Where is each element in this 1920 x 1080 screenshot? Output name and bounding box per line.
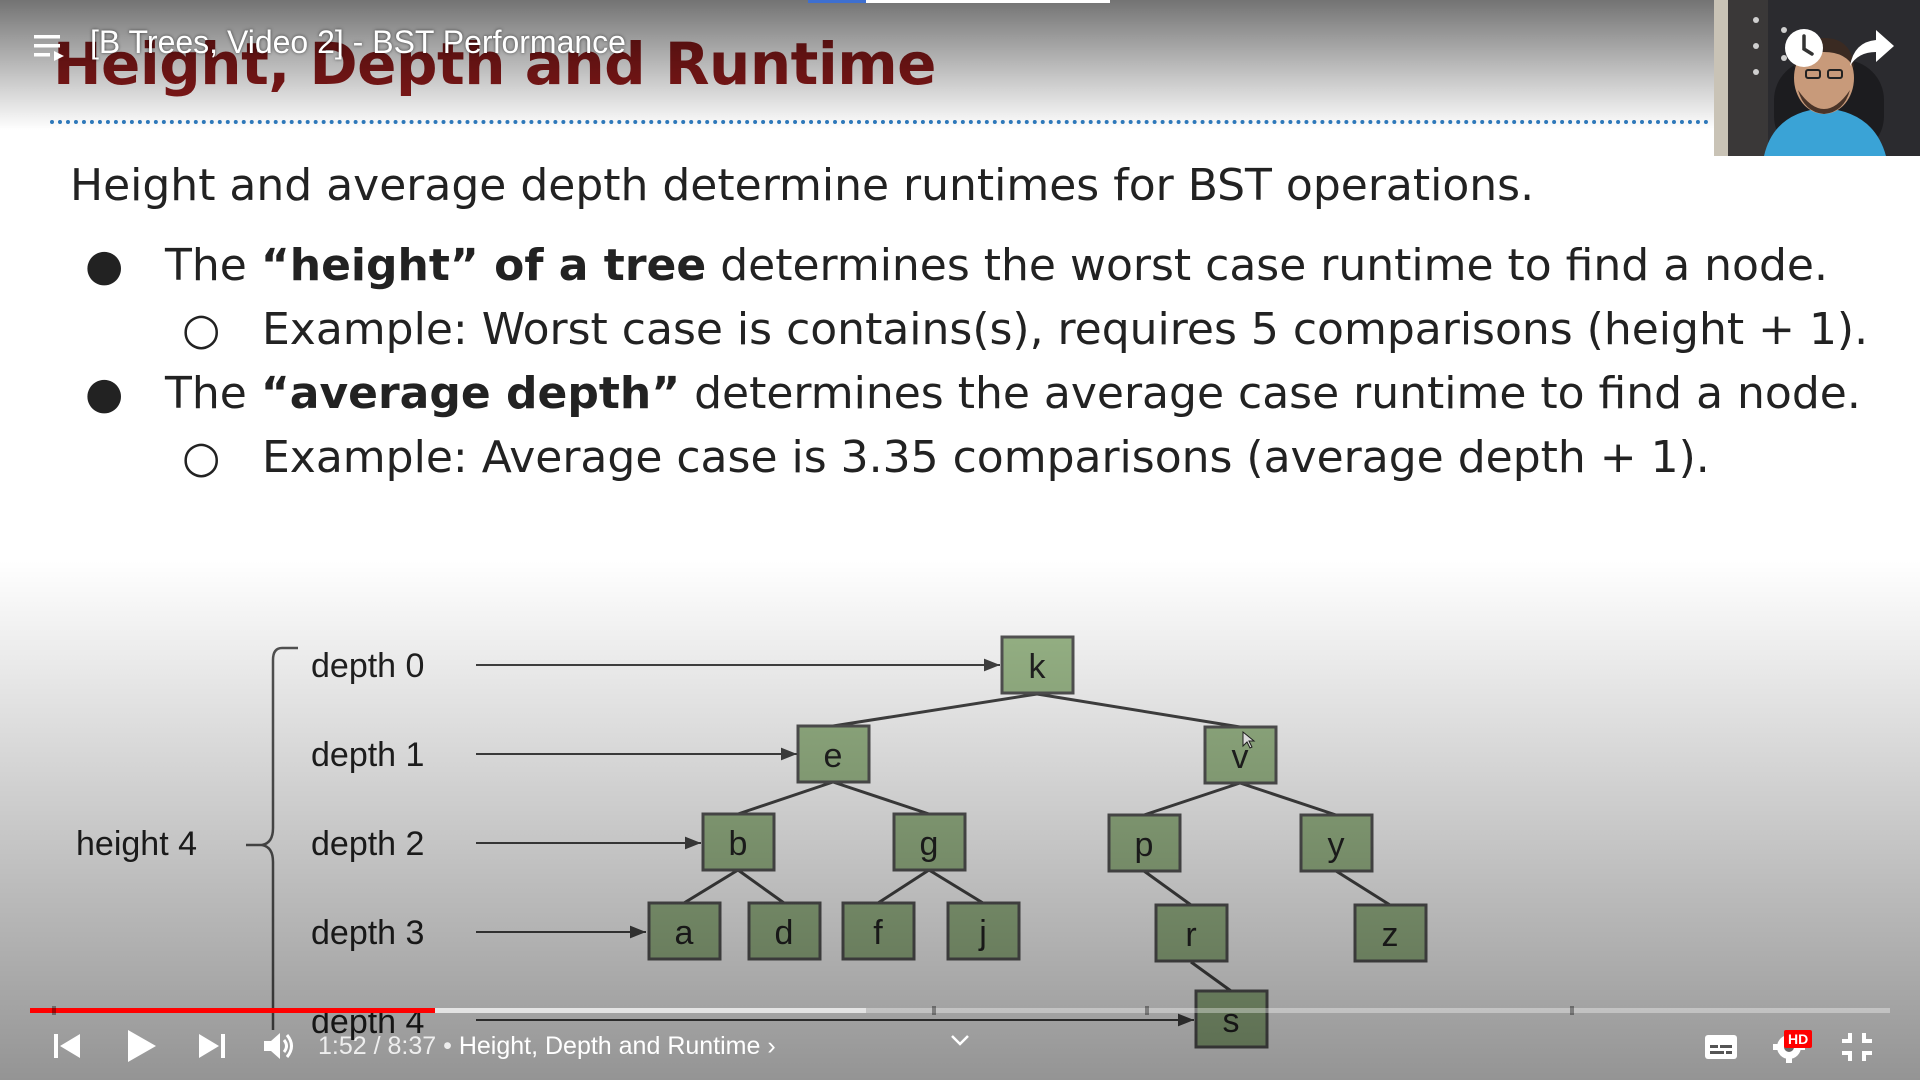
duration: 8:37: [387, 1032, 437, 1060]
chapter-divider: [1145, 1006, 1149, 1015]
subtitles-icon[interactable]: [1704, 1032, 1738, 1062]
tree-node: f: [841, 901, 916, 961]
sub-bullet-marker: ○: [182, 432, 221, 483]
previous-icon[interactable]: [52, 1032, 82, 1060]
tree-node: y: [1299, 813, 1374, 873]
mouse-cursor-icon: [1242, 730, 1256, 749]
tree-node-label: r: [1185, 916, 1196, 954]
bullet-height: The “height” of a tree determines the wo…: [165, 240, 1828, 291]
tree-edge: [832, 692, 1038, 728]
bullet-text: determines the average case runtime to f…: [680, 368, 1861, 419]
chapter-divider: [932, 1006, 936, 1015]
current-time: 1:52: [318, 1032, 367, 1060]
tree-node-label: k: [1029, 648, 1047, 686]
tree-node-label: g: [920, 825, 939, 863]
tree-edge: [1239, 781, 1337, 817]
tree-edge: [1335, 869, 1391, 907]
watch-later-icon[interactable]: [1782, 26, 1826, 70]
exit-fullscreen-icon[interactable]: [1840, 1031, 1874, 1063]
bullet-text: The: [165, 368, 261, 419]
tree-node: e: [796, 724, 871, 784]
tree-nodes: k e v b g p y a d f j r z s: [647, 635, 1428, 1049]
tree-edge: [1036, 692, 1241, 729]
tree-edge: [683, 868, 739, 905]
tree-node-label: a: [675, 914, 694, 952]
next-icon[interactable]: [197, 1032, 227, 1060]
tree-node: j: [946, 901, 1021, 961]
progress-buffered: [30, 1008, 866, 1013]
sub-bullet-height-example: Example: Worst case is contains(s), requ…: [262, 304, 1869, 355]
bullet-marker: ●: [85, 368, 124, 419]
tree-edge: [1143, 781, 1241, 817]
bullet-bold-text: “average depth”: [260, 368, 681, 419]
tree-node-label: y: [1328, 826, 1345, 864]
tree-node-label: s: [1223, 1002, 1240, 1040]
depth-label: depth 1: [311, 736, 424, 774]
tree-edges: [683, 692, 1391, 993]
tree-node: p: [1107, 813, 1182, 873]
depth-label: depth 0: [311, 647, 424, 685]
tree-edge: [1143, 869, 1192, 907]
video-title[interactable]: [B Trees, Video 2] - BST Performance: [90, 24, 626, 60]
tree-edge: [1190, 960, 1232, 993]
top-loading-segment: [808, 0, 866, 3]
play-icon[interactable]: [124, 1028, 158, 1064]
tree-node-label: d: [775, 914, 794, 952]
tree-node-label: p: [1135, 826, 1154, 864]
time-separator: /: [366, 1032, 388, 1060]
height-brace: [261, 646, 298, 1030]
bullet-marker: ●: [85, 240, 124, 291]
tree-node-label: e: [824, 737, 843, 775]
top-loading-bar: [808, 0, 1110, 3]
tree-edge: [737, 868, 785, 905]
tree-edge: [928, 868, 984, 905]
tree-node: r: [1154, 903, 1229, 963]
sub-bullet-marker: ○: [182, 304, 221, 355]
hd-badge: HD: [1784, 1030, 1813, 1048]
tree-node: d: [747, 901, 822, 961]
volume-icon[interactable]: [262, 1030, 298, 1062]
playlist-icon[interactable]: [34, 32, 66, 62]
tree-node: s: [1194, 989, 1269, 1049]
tree-node: b: [701, 812, 776, 872]
tree-node: a: [647, 901, 722, 961]
height-label: height 4: [76, 825, 197, 863]
tree-edge: [737, 780, 834, 816]
chapter-separator: •: [436, 1032, 459, 1060]
chapter-chevron-icon[interactable]: ›: [767, 1032, 776, 1060]
webcam-overlay: [1714, 0, 1920, 156]
tree-edge: [832, 780, 930, 816]
tree-edge: [877, 868, 930, 905]
tree-node-label: b: [729, 825, 748, 863]
depth-label: depth 2: [311, 825, 424, 863]
bullet-average-depth: The “average depth” determines the avera…: [165, 368, 1861, 419]
progress-track[interactable]: [30, 1008, 1890, 1013]
slide-intro: Height and average depth determine runti…: [70, 160, 1535, 211]
tree-node: v: [1203, 725, 1278, 785]
time-display: 1:52 / 8:37 • Height, Depth and Runtime …: [318, 1032, 776, 1061]
expand-chevron-icon[interactable]: [950, 1034, 970, 1048]
sub-bullet-average-example: Example: Average case is 3.35 comparison…: [262, 432, 1710, 483]
presenter-webcam-image: [1714, 0, 1920, 156]
chapter-divider: [1570, 1006, 1574, 1015]
chapter-divider: [52, 1006, 56, 1015]
bullet-text: determines the worst case runtime to fin…: [706, 240, 1828, 291]
bullet-bold-text: “height” of a tree: [260, 240, 707, 291]
share-icon[interactable]: [1848, 28, 1896, 68]
tree-node-label: j: [978, 914, 987, 952]
tree-node-label: f: [873, 914, 883, 952]
progress-played[interactable]: [30, 1008, 435, 1013]
tree-node-label: z: [1382, 916, 1399, 954]
depth-label: depth 3: [311, 914, 424, 952]
tree-node: z: [1353, 903, 1428, 963]
tree-node: g: [892, 812, 967, 872]
tree-node: k: [1000, 635, 1075, 695]
bullet-text: The: [165, 240, 261, 291]
chapter-title[interactable]: Height, Depth and Runtime: [458, 1032, 761, 1060]
tree-node-label: v: [1232, 738, 1249, 776]
